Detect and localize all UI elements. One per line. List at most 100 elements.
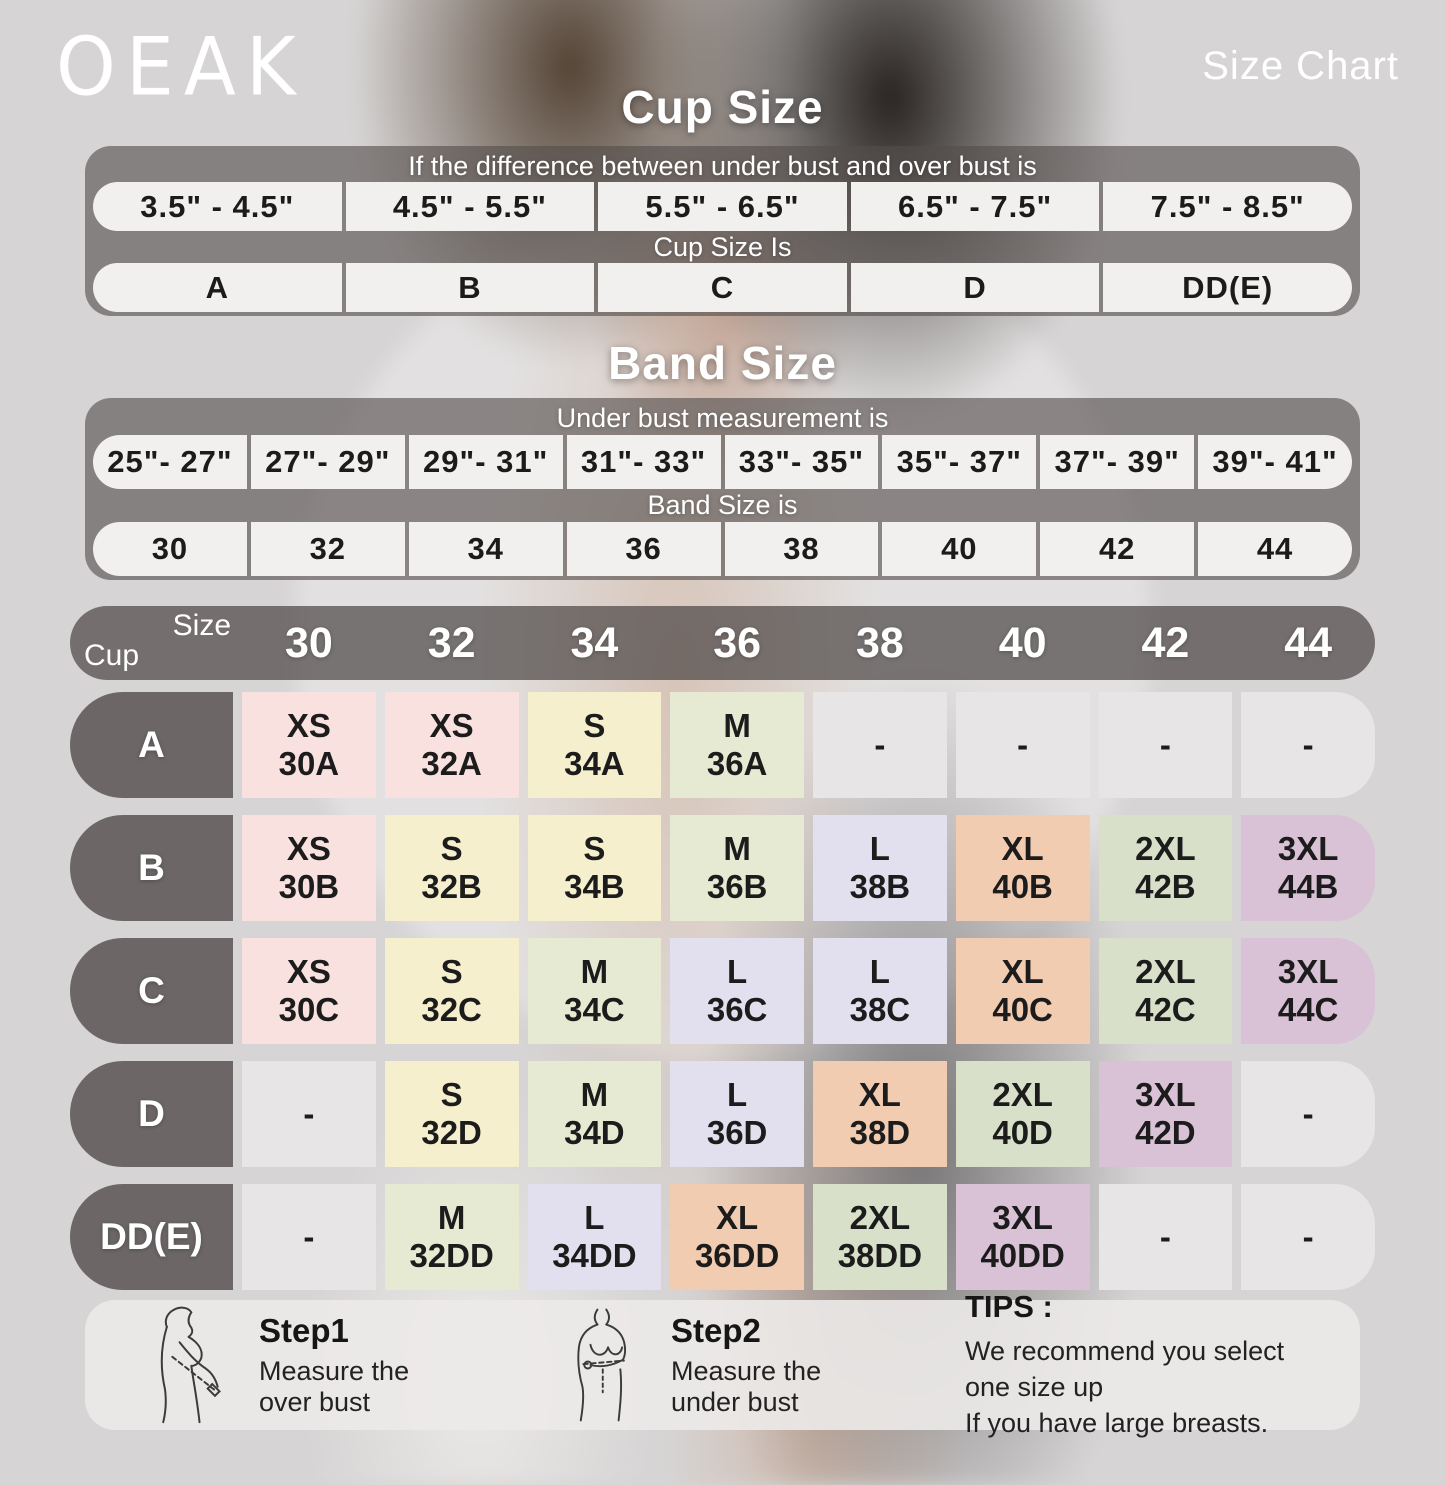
- row-label-d: D: [70, 1061, 233, 1167]
- cup-range: 5.5" - 6.5": [598, 182, 847, 231]
- cup-size-subtitle: If the difference between under bust and…: [408, 151, 1037, 181]
- cup-letter: C: [598, 263, 847, 312]
- corner-size-label: Size: [172, 609, 231, 642]
- table-row: A XS 30A XS 32A S 34A M 36A - - - -: [70, 692, 1375, 798]
- cell-code: 36DD: [694, 1237, 780, 1274]
- band-range: 25"- 27": [93, 434, 247, 489]
- cell-code: 38D: [849, 1114, 911, 1151]
- cell-code: 36A: [706, 745, 768, 782]
- size-cell: XS 30C: [242, 938, 376, 1044]
- size-cell: 3XL 42D: [1098, 1061, 1233, 1167]
- cell-size: -: [303, 1095, 315, 1132]
- cell-size: 3XL: [992, 1199, 1053, 1236]
- band-number: 38: [724, 521, 879, 576]
- step2-line2: under bust: [671, 1387, 799, 1417]
- cell-size: XL: [858, 1076, 901, 1113]
- step2-line1: Measure the: [671, 1356, 822, 1386]
- size-cell: -: [813, 692, 947, 798]
- tips-line2: If you have large breasts.: [965, 1408, 1269, 1438]
- column-header-40: 40: [998, 618, 1047, 667]
- cup-letter: B: [345, 263, 595, 312]
- cell-size: 3XL: [1277, 953, 1339, 990]
- cell-size: XL: [1001, 830, 1044, 867]
- cell-code: 30C: [278, 991, 340, 1028]
- cell-code: 34A: [564, 745, 625, 782]
- size-cell: S 34B: [527, 815, 662, 921]
- step1-line1: Measure the: [259, 1356, 410, 1386]
- band-range: 39"- 41": [1198, 434, 1352, 489]
- cell-code: 44C: [1277, 991, 1339, 1028]
- band-size-subtitle: Under bust measurement is: [556, 403, 889, 434]
- row-label-dde: DD(E): [70, 1184, 233, 1290]
- size-cell: XS 30A: [242, 692, 376, 798]
- table-row: C XS 30C S 32C M 34C L 36C L 38C XL 40C 2XL 42C…: [70, 938, 1375, 1044]
- cell-size: XS: [286, 953, 331, 990]
- step1-line2: over bust: [259, 1387, 371, 1417]
- cell-code: 30B: [278, 868, 340, 905]
- cup-result-label: Cup Size Is: [653, 232, 792, 262]
- cell-code: 32A: [421, 745, 482, 782]
- band-number-row: 30 32 34 36 38 40 42 44: [93, 521, 1352, 576]
- size-cell: S 32C: [384, 938, 519, 1044]
- cell-size: 3XL: [1135, 1076, 1196, 1113]
- size-cell: -: [1241, 1061, 1375, 1167]
- cell-size: S: [440, 830, 463, 867]
- cell-code: 30A: [278, 745, 340, 782]
- step2-block-text: Step2 Measure the under bust: [671, 1312, 903, 1418]
- cup-range: 3.5" - 4.5": [93, 182, 342, 231]
- cup-range: 6.5" - 7.5": [850, 182, 1100, 231]
- measure-under-bust-icon: [577, 1308, 627, 1422]
- size-cell: 2XL 42C: [1098, 938, 1233, 1044]
- size-cell: S 32B: [384, 815, 519, 921]
- cup-range: 7.5" - 8.5": [1103, 182, 1352, 231]
- size-cell: -: [955, 692, 1090, 798]
- cell-code: 36D: [706, 1114, 768, 1151]
- band-result-label: Band Size is: [647, 490, 798, 521]
- size-cell: XL 40C: [955, 938, 1090, 1044]
- size-cell: M 36B: [670, 815, 804, 921]
- cell-code: 32DD: [409, 1237, 494, 1274]
- size-cell: M 34D: [527, 1061, 662, 1167]
- size-cell: XS 32A: [384, 692, 519, 798]
- cell-code: 42C: [1135, 991, 1196, 1028]
- cup-letter: D: [850, 263, 1100, 312]
- table-header-row: Size Cup 30 32 34 36 38 40 42 44: [70, 606, 1375, 680]
- cell-size: XS: [286, 707, 331, 744]
- size-matrix-table: Size Cup 30 32 34 36 38 40 42 44 A XS 30A…: [70, 606, 1375, 1307]
- size-cell: L 34DD: [527, 1184, 662, 1290]
- cell-code: 38C: [849, 991, 911, 1028]
- cell-size: 3XL: [1277, 830, 1339, 867]
- column-header-44: 44: [1284, 618, 1333, 667]
- band-number: 40: [882, 521, 1037, 576]
- band-range: 31"- 33": [566, 434, 721, 489]
- size-cell: 3XL 40DD: [955, 1184, 1090, 1290]
- band-number: 36: [566, 521, 721, 576]
- cup-size-panel: If the difference between under bust and…: [85, 146, 1360, 316]
- row-label-a: A: [70, 692, 233, 798]
- table-row: B XS 30B S 32B S 34B M 36B L 38B XL 40B 2XL 42B…: [70, 815, 1375, 921]
- size-cell: XS 30B: [242, 815, 376, 921]
- size-cell: M 34C: [527, 938, 662, 1044]
- cell-code: 32D: [421, 1114, 482, 1151]
- size-cell: 2XL 42B: [1098, 815, 1233, 921]
- cell-code: 32B: [421, 868, 482, 905]
- table-corner-label: Size Cup: [70, 606, 233, 680]
- band-range: 33"- 35": [724, 434, 879, 489]
- column-header-30: 30: [284, 618, 333, 667]
- cell-size: S: [583, 707, 606, 744]
- cell-code: 44B: [1277, 868, 1339, 905]
- cup-letter-row: A B C D DD(E): [93, 263, 1352, 312]
- cell-size: -: [1159, 1218, 1171, 1255]
- size-cell: M 36A: [670, 692, 804, 798]
- cell-code: 40B: [992, 868, 1053, 905]
- cell-size: M: [437, 1199, 466, 1236]
- cell-size: M: [580, 953, 609, 990]
- cell-size: -: [1017, 726, 1029, 763]
- cell-code: 38B: [849, 868, 911, 905]
- step2-title: Step2: [671, 1312, 761, 1349]
- size-cell: -: [1098, 692, 1233, 798]
- cup-letter: A: [93, 263, 342, 312]
- cell-size: -: [1302, 1095, 1314, 1132]
- brand-logo: OEAK: [56, 19, 306, 114]
- row-label-c: C: [70, 938, 233, 1044]
